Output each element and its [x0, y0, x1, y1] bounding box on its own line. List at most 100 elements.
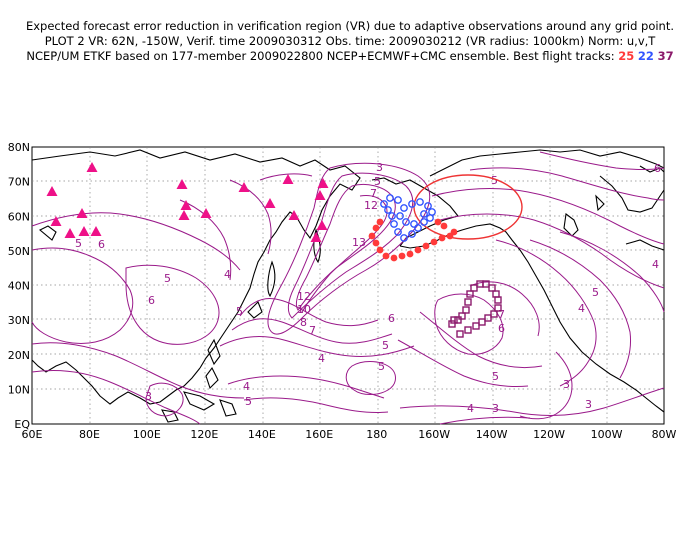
track-37-point	[488, 284, 496, 292]
latitude-label: 40N	[8, 280, 30, 293]
track-22-point	[408, 200, 416, 208]
contour-label: 5	[164, 272, 171, 285]
contour-label: 5	[75, 237, 82, 250]
track-22-point	[410, 220, 418, 228]
latitude-label: 60N	[8, 210, 30, 223]
observation-site-triangle	[238, 182, 250, 192]
track-25-point	[372, 224, 380, 232]
contour-label: 3	[145, 390, 152, 403]
flight-track-22	[380, 194, 436, 242]
contour-label: 12	[364, 199, 378, 212]
track-25-point	[376, 218, 384, 226]
longitude-label: 100E	[133, 428, 161, 441]
latitude-label: 30N	[8, 314, 30, 327]
latitude-label: 20N	[8, 349, 30, 362]
track-37-point	[484, 314, 492, 322]
track-22-point	[420, 210, 428, 218]
track-22-label: 22	[637, 49, 654, 63]
track-37-point	[494, 296, 502, 304]
track-37-point	[464, 326, 472, 334]
contour-label: 3	[563, 378, 570, 391]
track-22-point	[396, 212, 404, 220]
contour-label: 5	[245, 395, 252, 408]
longitude-label: 140W	[476, 428, 508, 441]
contour-label: 4	[224, 268, 231, 281]
track-37-point	[470, 284, 478, 292]
track-25-point	[438, 234, 446, 242]
track-22-point	[400, 234, 408, 242]
observation-site-triangle	[50, 216, 62, 226]
track-22-point	[394, 196, 402, 204]
track-22-point	[420, 218, 428, 226]
track-22-point	[400, 204, 408, 212]
observation-site-triangles	[46, 162, 329, 242]
longitude-label: 80E	[79, 428, 100, 441]
longitude-label: 160W	[418, 428, 450, 441]
latitude-label: 80N	[8, 141, 30, 154]
contour-label: 7	[370, 187, 377, 200]
track-22-point	[386, 194, 394, 202]
track-37-point	[466, 290, 474, 298]
contour-label: 4	[467, 402, 474, 415]
contour-label: 4	[318, 352, 325, 365]
contour-label: 5	[236, 305, 243, 318]
longitude-label: 60E	[22, 428, 43, 441]
flight-track-37	[448, 280, 502, 338]
track-25-point	[434, 218, 442, 226]
track-37-point	[454, 316, 462, 324]
track-25-label: 25	[618, 49, 635, 63]
track-22-point	[428, 208, 436, 216]
latitude-label: EQ	[14, 418, 30, 431]
track-25-point	[398, 252, 406, 260]
track-37-point	[478, 318, 486, 326]
track-25-point	[414, 246, 422, 254]
observation-site-triangle	[282, 174, 294, 184]
track-37-point	[494, 304, 502, 312]
track-22-point	[388, 212, 396, 220]
contour-label: 13	[352, 236, 366, 249]
observation-site-triangle	[64, 228, 76, 238]
longitude-label: 120E	[190, 428, 218, 441]
track-37-point	[462, 306, 470, 314]
contour-label: 6	[98, 238, 105, 251]
contour-label: 3	[492, 402, 499, 415]
contour-label: 8	[300, 316, 307, 329]
latitude-label: 50N	[8, 245, 30, 258]
track-22-point	[380, 200, 388, 208]
track-25-point	[422, 242, 430, 250]
contour-label: 3	[376, 161, 383, 174]
track-22-point	[408, 230, 416, 238]
track-25-point	[406, 250, 414, 258]
observation-site-triangle	[310, 232, 322, 242]
longitude-label: 160E	[305, 428, 333, 441]
contour-label: 6	[388, 312, 395, 325]
contour-label: 7	[498, 308, 505, 321]
observation-site-triangle	[178, 210, 190, 220]
contour-label: 5	[592, 286, 599, 299]
title-line-3-text: NCEP/UM ETKF based on 177-member 2009022…	[26, 49, 615, 63]
contour-label: 5	[374, 175, 381, 188]
title-line-3: NCEP/UM ETKF based on 177-member 2009022…	[0, 49, 700, 63]
longitude-label: 140E	[248, 428, 276, 441]
track-22-point	[390, 220, 398, 228]
track-37-point	[482, 280, 490, 288]
observation-site-triangle	[288, 210, 300, 220]
track-25-point	[368, 232, 376, 240]
track-37-point	[490, 310, 498, 318]
observation-site-triangle	[200, 208, 212, 218]
contour-label: 7	[309, 324, 316, 337]
contour-label: 5	[378, 360, 385, 373]
track-22-point	[416, 198, 424, 206]
observation-site-triangle	[176, 179, 188, 189]
contour-label: 4	[243, 380, 250, 393]
title-line-2: PLOT 2 VR: 62N, -150W, Verif. time 20090…	[44, 34, 656, 48]
longitude-label: 100W	[591, 428, 623, 441]
track-25-point	[450, 228, 458, 236]
track-37-point	[458, 312, 466, 320]
contour-label: 5	[382, 339, 389, 352]
observation-site-triangle	[316, 220, 328, 230]
latitude-labels: 80N 70N 60N 50N 40N 30N 20N 10N EQ	[8, 141, 31, 431]
track-37-label: 37	[657, 49, 674, 63]
contour-label: 10	[297, 303, 311, 316]
